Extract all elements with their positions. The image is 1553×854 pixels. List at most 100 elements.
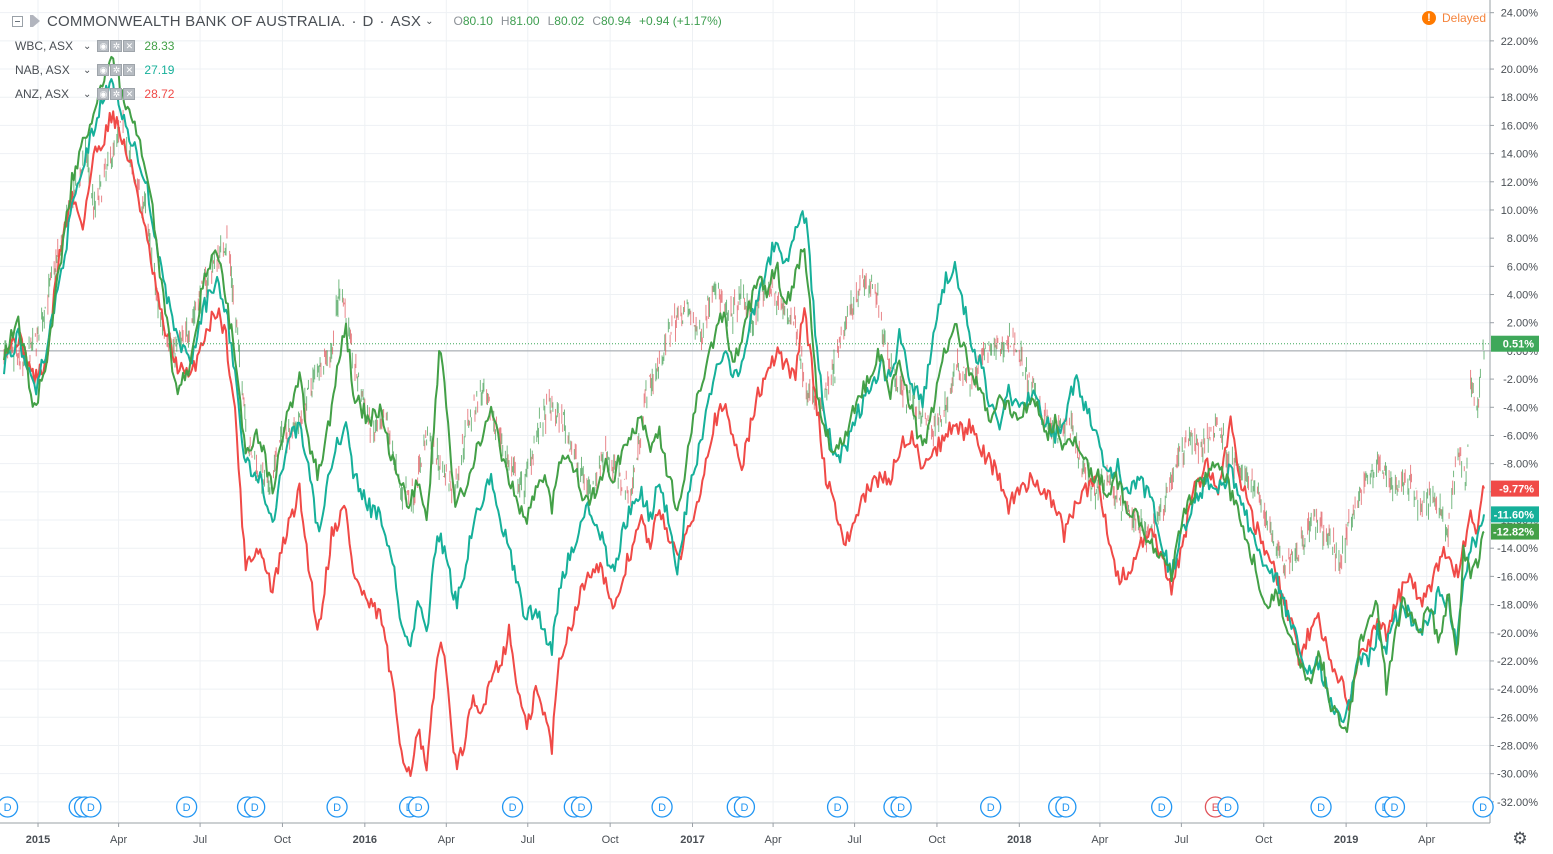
eye-icon[interactable]: ◉ bbox=[97, 40, 110, 52]
marker-label: D bbox=[658, 802, 666, 814]
close-icon[interactable]: ✕ bbox=[123, 40, 136, 52]
gear-icon[interactable]: ✲ bbox=[110, 88, 123, 100]
interval-label[interactable]: D bbox=[362, 12, 374, 30]
marker-circle bbox=[1310, 796, 1332, 818]
price-label-background bbox=[1491, 335, 1539, 352]
dividend-marker[interactable]: D bbox=[1151, 796, 1173, 818]
compare-row-wbc[interactable]: WBC, ASX ⌄ ◉ ✲ ✕ 28.33 bbox=[15, 36, 174, 56]
dividend-marker[interactable]: D bbox=[0, 796, 19, 818]
delayed-status[interactable]: ! Delayed bbox=[1422, 11, 1486, 25]
compare-symbol-name[interactable]: WBC, ASX bbox=[15, 39, 74, 53]
dividend-marker[interactable]: D bbox=[407, 796, 430, 818]
time-axis-tick-label: Oct bbox=[274, 834, 291, 846]
price-axis-tick-label: -18.00% bbox=[1497, 600, 1538, 612]
price-axis-tick-label: -24.00% bbox=[1497, 684, 1538, 696]
main-symbol-legend: COMMONWEALTH BANK OF AUSTRALIA. · D · AS… bbox=[12, 10, 722, 32]
time-axis-tick-label: Oct bbox=[1255, 834, 1272, 846]
low-value: 80.02 bbox=[554, 14, 585, 28]
close-icon[interactable]: ✕ bbox=[123, 88, 136, 100]
marker-label: D bbox=[987, 802, 995, 814]
eye-icon[interactable]: ◉ bbox=[97, 64, 110, 76]
open-value: 80.10 bbox=[462, 14, 493, 28]
compare-value: 27.19 bbox=[144, 63, 175, 77]
price-axis-tick-label: 4.00% bbox=[1507, 290, 1538, 302]
exclamation-icon: ! bbox=[1422, 11, 1436, 25]
chevron-down-icon[interactable]: ⌄ bbox=[83, 40, 92, 52]
price-axis-tick-label: 8.00% bbox=[1507, 233, 1538, 245]
marker-circle bbox=[826, 796, 849, 818]
time-axis-tick-label: Jul bbox=[1174, 834, 1188, 846]
dividend-marker[interactable]: D bbox=[80, 796, 102, 818]
price-axis-tick-label: 12.00% bbox=[1501, 177, 1539, 189]
price-axis-tick-label: 6.00% bbox=[1507, 261, 1538, 273]
price-axis-tick-label: -4.00% bbox=[1503, 402, 1538, 414]
marker-label: D bbox=[4, 802, 12, 814]
marker-circle bbox=[326, 796, 348, 818]
time-axis-tick-label: 2018 bbox=[1007, 834, 1031, 846]
price-axis-tick-label: 18.00% bbox=[1501, 92, 1539, 104]
price-label: -12.82% bbox=[1493, 527, 1534, 539]
dividend-marker[interactable]: D bbox=[1217, 796, 1239, 818]
marker-label: D bbox=[1479, 802, 1487, 814]
marker-circle bbox=[1151, 796, 1173, 818]
price-axis-tick-label: -2.00% bbox=[1503, 374, 1538, 386]
symbol-title[interactable]: COMMONWEALTH BANK OF AUSTRALIA. bbox=[47, 12, 346, 30]
marker-circle bbox=[175, 796, 198, 818]
dividend-marker[interactable]: D bbox=[244, 796, 266, 818]
compare-symbol-name[interactable]: NAB, ASX bbox=[15, 63, 70, 77]
eye-icon[interactable]: ◉ bbox=[97, 88, 110, 100]
chevron-down-icon[interactable]: ⌄ bbox=[83, 64, 92, 76]
dividend-marker[interactable]: D bbox=[570, 796, 593, 818]
dividend-marker[interactable]: D bbox=[1472, 796, 1494, 818]
compare-row-nab[interactable]: NAB, ASX ⌄ ◉ ✲ ✕ 27.19 bbox=[15, 60, 174, 80]
time-axis-tick-label: 2015 bbox=[26, 834, 50, 846]
high-value: 81.00 bbox=[509, 14, 540, 28]
price-axis-tick-label: -22.00% bbox=[1497, 656, 1538, 668]
price-axis-tick-label: -16.00% bbox=[1497, 571, 1538, 583]
dividend-marker[interactable]: D bbox=[651, 796, 673, 818]
close-icon[interactable]: ✕ bbox=[123, 64, 136, 76]
change-value: +0.94 (+1.17%) bbox=[639, 14, 722, 28]
gear-icon[interactable]: ✲ bbox=[110, 40, 123, 52]
low-label: L bbox=[547, 14, 555, 28]
price-axis-tick-label: 22.00% bbox=[1501, 36, 1539, 48]
open-label: O bbox=[453, 14, 463, 28]
marker-circle bbox=[1217, 796, 1239, 818]
dividend-marker[interactable]: D bbox=[501, 796, 524, 818]
dividend-marker[interactable]: D bbox=[826, 796, 849, 818]
price-axis-background bbox=[1490, 0, 1553, 854]
marker-circle bbox=[1472, 796, 1494, 818]
compare-symbol-name[interactable]: ANZ, ASX bbox=[15, 87, 70, 101]
settings-gear-icon[interactable]: ⚙ bbox=[1512, 829, 1528, 848]
marker-label: D bbox=[251, 802, 259, 814]
series-line-wbc bbox=[3, 55, 1485, 733]
time-axis-tick-label: Jul bbox=[521, 834, 535, 846]
dividend-marker[interactable]: D bbox=[1055, 796, 1077, 818]
dividend-marker[interactable]: D bbox=[175, 796, 198, 818]
collapse-legend-icon[interactable] bbox=[12, 15, 23, 27]
time-axis-tick-label: Apr bbox=[1091, 834, 1108, 846]
time-axis-tick-label: Apr bbox=[110, 834, 127, 846]
dividend-marker[interactable]: D bbox=[890, 796, 912, 818]
gear-icon[interactable]: ✲ bbox=[110, 64, 123, 76]
exchange-label[interactable]: ASX bbox=[390, 12, 422, 30]
dividend-marker[interactable]: D bbox=[1383, 796, 1406, 818]
series-line-anz bbox=[3, 110, 1485, 777]
chevron-down-icon[interactable]: ⌄ bbox=[83, 88, 92, 100]
price-axis-tick-label: -8.00% bbox=[1503, 459, 1538, 471]
dividend-marker[interactable]: D bbox=[1310, 796, 1332, 818]
price-axis-tick-label: 16.00% bbox=[1501, 120, 1539, 132]
marker-circle bbox=[0, 796, 19, 818]
compare-row-anz[interactable]: ANZ, ASX ⌄ ◉ ✲ ✕ 28.72 bbox=[15, 84, 174, 104]
chevron-down-icon[interactable]: ⌄ bbox=[425, 15, 434, 27]
marker-label: D bbox=[1062, 802, 1070, 814]
price-label: -11.60% bbox=[1494, 509, 1535, 521]
dividend-marker[interactable]: D bbox=[980, 796, 1002, 818]
flag-icon[interactable] bbox=[29, 14, 41, 28]
marker-label: D bbox=[183, 802, 191, 814]
dividend-marker[interactable]: D bbox=[733, 796, 756, 818]
price-label: 0.51% bbox=[1503, 339, 1534, 351]
marker-label: D bbox=[1390, 802, 1398, 814]
dividend-marker[interactable]: D bbox=[326, 796, 348, 818]
